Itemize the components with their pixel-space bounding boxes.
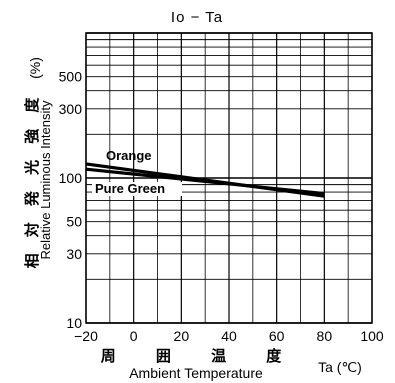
- series-line-pure-green: [85, 167, 325, 196]
- y-axis-label: Relative Luminous Intensity: [38, 100, 53, 259]
- x-tick-label: 80: [317, 328, 333, 344]
- x-tick-label: 0: [130, 328, 138, 344]
- y-tick-label: 300: [59, 101, 83, 117]
- x-tick-label: −20: [74, 328, 98, 344]
- y-axis-unit: (%): [27, 57, 43, 79]
- y-tick-label: 50: [66, 214, 82, 230]
- grid-x: [85, 33, 373, 323]
- series-label-pure-green: Pure Green: [95, 181, 165, 196]
- x-axis-label-jp: 周 囲 温 度: [101, 347, 300, 365]
- x-tick-labels: −20 0 20 40 60 80 100: [74, 328, 384, 344]
- y-tick-label: 30: [66, 246, 82, 262]
- x-axis-label: Ambient Temperature: [129, 365, 263, 381]
- plot-frame: [85, 32, 373, 324]
- series-label-bg: [92, 182, 182, 196]
- y-tick-labels: 10 30 50 100 300 500: [59, 69, 83, 331]
- y-tick-label: 100: [59, 170, 83, 186]
- series-lines: [85, 162, 325, 198]
- series-label-orange: Orange: [106, 148, 152, 163]
- y-axis-label-jp: 相 対 発 光 強 度: [23, 92, 41, 269]
- x-tick-label: 20: [174, 328, 190, 344]
- chart-title: Io − Ta: [171, 9, 223, 26]
- x-axis-unit: Ta (℃): [318, 359, 362, 375]
- y-tick-label: 10: [66, 315, 82, 331]
- y-tick-label: 500: [59, 69, 83, 85]
- x-tick-label: 60: [269, 328, 285, 344]
- x-tick-label: 100: [360, 328, 384, 344]
- x-tick-label: 40: [221, 328, 237, 344]
